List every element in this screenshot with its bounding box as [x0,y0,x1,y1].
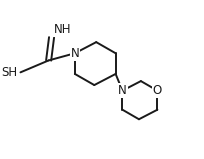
Text: N: N [71,47,79,60]
Text: N: N [118,84,127,97]
Text: O: O [153,84,162,97]
Text: SH: SH [1,66,18,79]
Text: NH: NH [53,23,71,36]
